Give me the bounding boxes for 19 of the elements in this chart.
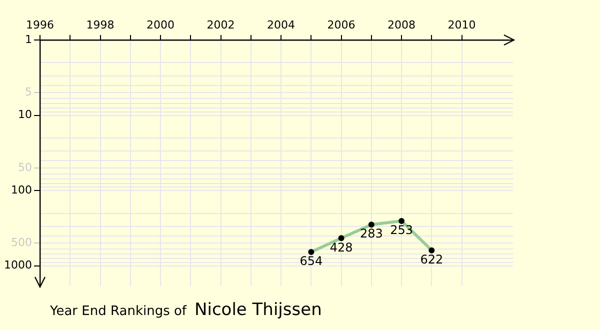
data-label: 283 (360, 226, 383, 241)
text: Nicole Thijssen (194, 300, 322, 320)
x-tick-label: 2008 (388, 18, 416, 32)
x-tick-label: 2004 (267, 18, 296, 32)
data-label: 253 (390, 223, 413, 238)
text: Year End Rankings of (50, 304, 187, 319)
y-tick-label: 1000 (4, 258, 32, 272)
y-tick-label: 1 (25, 32, 32, 46)
data-label: 622 (420, 252, 444, 266)
y-tick-label: 10 (18, 108, 32, 122)
data-label: 654 (300, 254, 323, 268)
x-tick-label: 2010 (448, 18, 476, 32)
x-tick-label: 2002 (206, 18, 235, 32)
x-tick-label: 1996 (26, 18, 54, 32)
x-tick-label: 1998 (86, 18, 114, 32)
data-label: 428 (330, 240, 353, 254)
y-tick-label: 100 (11, 183, 32, 196)
x-tick-label: 2000 (146, 18, 175, 32)
x-tick-label: 2006 (327, 18, 356, 32)
